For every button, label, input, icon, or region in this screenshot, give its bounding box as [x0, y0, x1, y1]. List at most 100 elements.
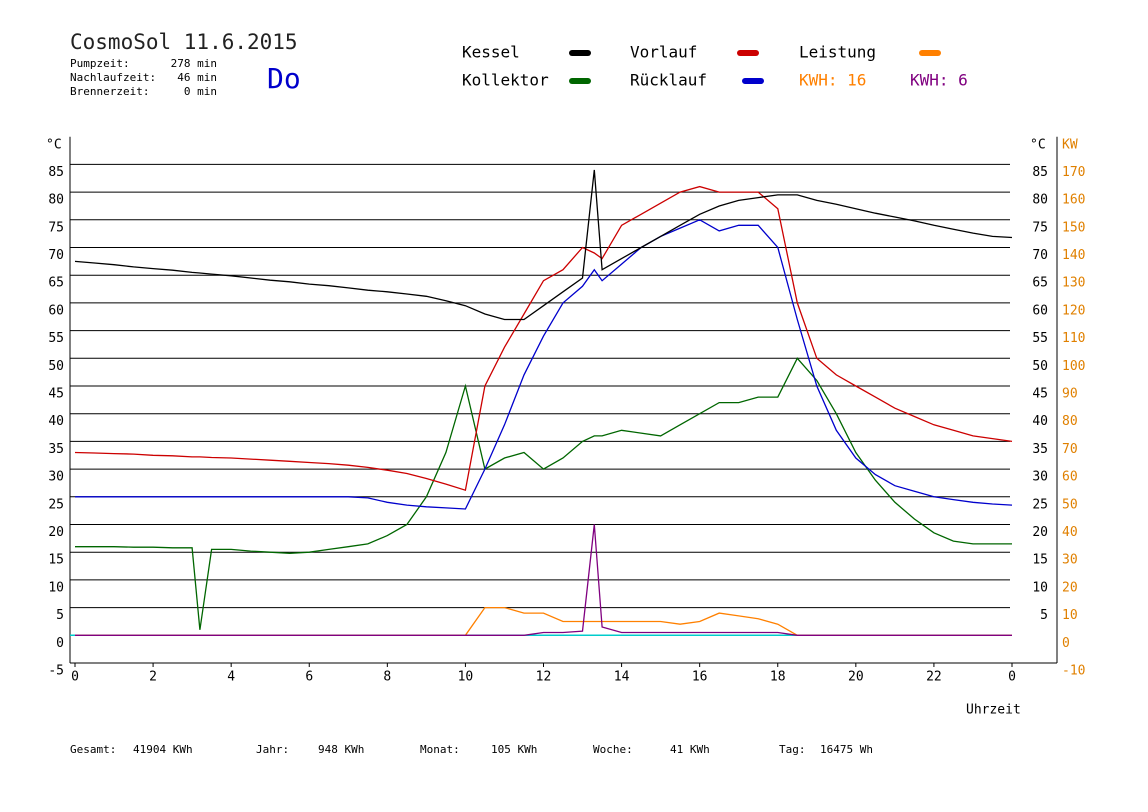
y2-tick-label: 140 [1062, 248, 1085, 263]
footer-label: Woche: [593, 743, 633, 756]
footer-label: Tag: [779, 743, 806, 756]
x-tick-label: 8 [383, 670, 391, 685]
y-right-tick-label: 70 [1032, 248, 1048, 263]
y-tick-label: 45 [48, 387, 64, 402]
footer-label: Monat: [420, 743, 460, 756]
y2-tick-label: 30 [1062, 553, 1078, 568]
y-right-tick-label: 15 [1032, 553, 1048, 568]
y-right-tick-label: 30 [1032, 470, 1048, 485]
y-right-tick-label: 80 [1032, 193, 1048, 208]
series-line [74, 169, 1013, 321]
y-right-tick-label: 85 [1032, 165, 1048, 180]
info-value: 0 min [184, 85, 217, 98]
y-tick-label: 15 [48, 553, 64, 568]
footer-label: Jahr: [256, 743, 289, 756]
y2-tick-label: 20 [1062, 580, 1078, 595]
legend-label: Vorlauf [630, 43, 697, 62]
y-right-tick-label: 50 [1032, 359, 1048, 374]
y-tick-label: 20 [48, 525, 64, 540]
info-label: Pumpzeit: [70, 57, 130, 70]
y-tick-label: 85 [48, 165, 64, 180]
x-tick-label: 0 [1008, 670, 1016, 685]
legend-label: KWH: 6 [910, 71, 968, 90]
x-tick-label: 16 [692, 670, 708, 685]
series-line [75, 219, 1013, 510]
y-tick-label: 50 [48, 359, 64, 374]
day-label: Do [267, 62, 301, 95]
y-tick-label: 30 [48, 470, 64, 485]
y-tick-label: 0 [56, 636, 64, 651]
y-tick-label: 40 [48, 414, 64, 429]
y2-tick-label: 160 [1062, 193, 1085, 208]
x-tick-label: 12 [536, 670, 552, 685]
y2-tick-label: 120 [1062, 303, 1085, 318]
info-value: 278 min [171, 57, 217, 70]
x-tick-label: 0 [71, 670, 79, 685]
legend-label: Rücklauf [630, 71, 707, 90]
series-line [75, 357, 1012, 630]
info-value: 46 min [177, 71, 217, 84]
y-tick-label: -5 [48, 664, 64, 679]
y-right-tick-label: 40 [1032, 414, 1048, 429]
legend-label: Kessel [462, 43, 520, 62]
y-right-tick-label: 75 [1032, 220, 1048, 235]
footer-label: Gesamt: [70, 743, 116, 756]
y-right-tick-label: 45 [1032, 387, 1048, 402]
y-tick-label: 75 [48, 220, 64, 235]
footer-value: 16475 Wh [820, 743, 873, 756]
y2-tick-label: 40 [1062, 525, 1078, 540]
y2-tick-label: 130 [1062, 276, 1085, 291]
x-tick-label: 10 [458, 670, 474, 685]
y-right-tick-label: 65 [1032, 276, 1048, 291]
y2-tick-label: 10 [1062, 608, 1078, 623]
y2-tick-label: 50 [1062, 497, 1078, 512]
x-axis-label: Uhrzeit [966, 703, 1021, 718]
y-unit-right: °C [1030, 138, 1046, 153]
x-tick-label: 14 [614, 670, 630, 685]
y-right-tick-label: 10 [1032, 580, 1048, 595]
info-label: Nachlaufzeit: [70, 71, 156, 84]
x-tick-label: 22 [926, 670, 942, 685]
legend-label: Kollektor [462, 71, 549, 90]
y-tick-label: 25 [48, 497, 64, 512]
chart-title: CosmoSol 11.6.2015 [70, 30, 298, 54]
x-tick-label: 6 [305, 670, 313, 685]
y2-tick-label: 90 [1062, 387, 1078, 402]
y-tick-label: 55 [48, 331, 64, 346]
x-tick-label: 4 [227, 670, 235, 685]
y-tick-label: 80 [48, 193, 64, 208]
y2-tick-label: 0 [1062, 636, 1070, 651]
series-line [74, 185, 1013, 492]
y2-tick-label: 70 [1062, 442, 1078, 457]
footer-value: 41 KWh [670, 743, 710, 756]
legend-label: Leistung [799, 43, 876, 62]
x-tick-label: 18 [770, 670, 786, 685]
info-label: Brennerzeit: [70, 85, 149, 98]
footer-value: 41904 KWh [133, 743, 193, 756]
y-right-tick-label: 55 [1032, 331, 1048, 346]
y2-unit: KW [1062, 138, 1078, 153]
footer-value: 105 KWh [491, 743, 537, 756]
y2-tick-label: -10 [1062, 664, 1085, 679]
y-tick-label: 10 [48, 580, 64, 595]
y-right-tick-label: 60 [1032, 303, 1048, 318]
y2-tick-label: 150 [1062, 220, 1085, 235]
footer-value: 948 KWh [318, 743, 364, 756]
legend-total: KWH: 16 [799, 71, 866, 90]
y2-tick-label: 80 [1062, 414, 1078, 429]
series-line [75, 524, 1012, 636]
y2-tick-label: 170 [1062, 165, 1085, 180]
x-tick-label: 2 [149, 670, 157, 685]
y2-tick-label: 110 [1062, 331, 1085, 346]
x-tick-label: 20 [848, 670, 864, 685]
y-tick-label: 60 [48, 303, 64, 318]
y-right-tick-label: 25 [1032, 497, 1048, 512]
y-right-tick-label: 35 [1032, 442, 1048, 457]
y-tick-label: 35 [48, 442, 64, 457]
y2-tick-label: 100 [1062, 359, 1085, 374]
y-tick-label: 65 [48, 276, 64, 291]
y-right-tick-label: 20 [1032, 525, 1048, 540]
y2-tick-label: 60 [1062, 470, 1078, 485]
